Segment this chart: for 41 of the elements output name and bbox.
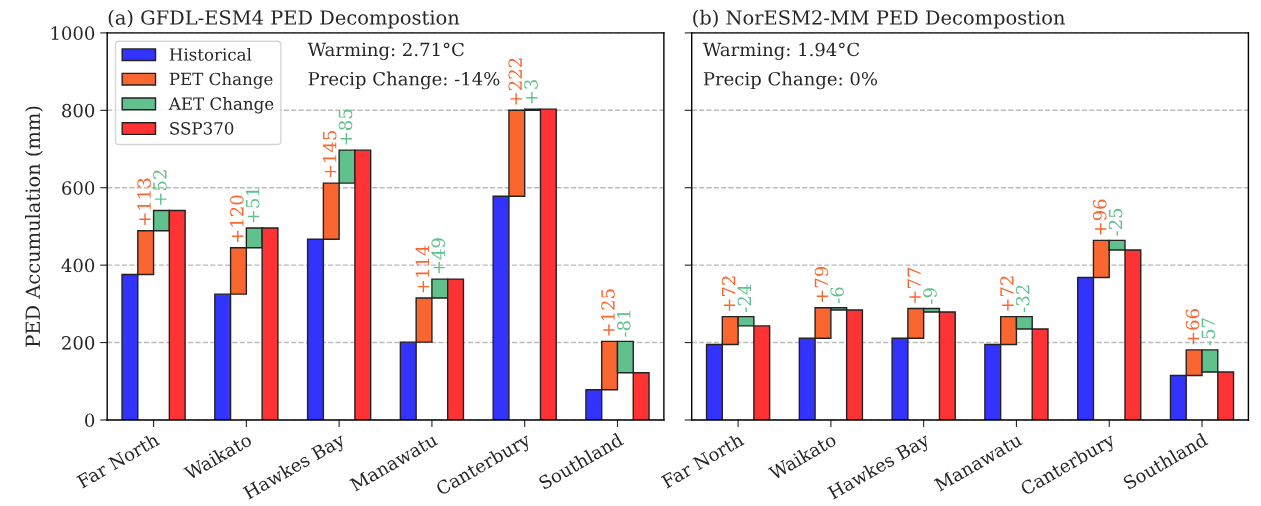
data-label: -9: [923, 288, 937, 304]
annotation: Precip Change: 0%: [703, 71, 878, 90]
data-label: -81: [616, 311, 631, 337]
data-label: +113: [137, 178, 151, 225]
data-label: +51: [245, 188, 260, 223]
data-label: +125: [601, 289, 615, 336]
data-label: -6: [830, 287, 844, 304]
legend-label: SSP370: [170, 122, 234, 135]
data-label: +49: [431, 238, 446, 274]
y-tick-label: 800: [62, 103, 95, 118]
data-label: +96: [1092, 199, 1107, 235]
annotation: Warming: 1.94°C: [702, 42, 860, 61]
data-label: +120: [230, 195, 244, 242]
data-label: +79: [814, 266, 829, 302]
data-label: +66: [1185, 309, 1200, 345]
legend-label: AET Change: [168, 97, 274, 114]
data-label: +3: [524, 80, 538, 104]
data-label: +222: [508, 58, 522, 105]
data-label: +72: [1000, 276, 1014, 311]
legend-label: PET Change: [169, 72, 273, 89]
chart-title: (a) GFDL-ESM4 PED Decompostion: [108, 9, 460, 29]
data-label: -24: [737, 284, 751, 312]
data-label: -25: [1108, 208, 1123, 236]
data-label: -57: [1201, 318, 1216, 346]
data-label: +85: [338, 109, 353, 145]
y-tick-label: 0: [85, 413, 95, 428]
data-label: +77: [907, 267, 921, 303]
annotation: Precip Change: -14%: [308, 71, 500, 90]
annotation: Warming: 2.71°C: [307, 42, 464, 61]
y-tick-label: 200: [62, 336, 95, 350]
y-tick-label: 1000: [51, 26, 95, 41]
data-label: +145: [322, 131, 337, 178]
data-label: +72: [721, 276, 736, 311]
data-label: +52: [153, 170, 167, 205]
legend-label: Historical: [169, 47, 252, 61]
y-axis-title: PED Accumulation (mm): [25, 106, 43, 347]
chart-title: (b) NorESM2-MM PED Decompostion: [693, 9, 1065, 29]
y-tick-label: 400: [61, 258, 95, 273]
y-tick-label: 600: [62, 181, 95, 195]
data-label: -32: [1015, 285, 1030, 312]
data-label: +114: [415, 245, 430, 293]
